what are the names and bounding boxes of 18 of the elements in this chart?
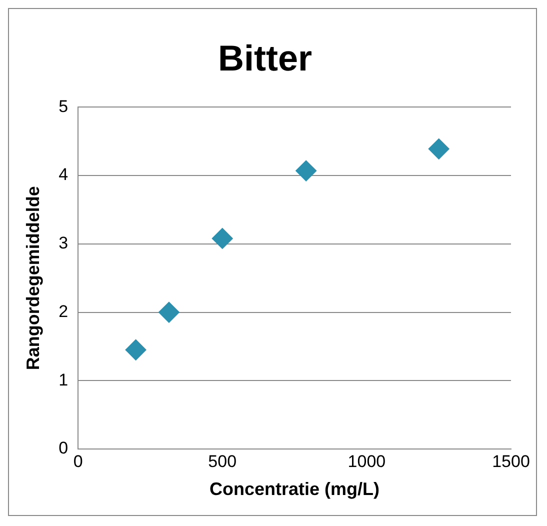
x-tick-label: 0 — [73, 452, 83, 471]
point — [428, 138, 450, 160]
y-tick-label: 1 — [58, 370, 68, 390]
y-tick-label: 0 — [58, 438, 68, 458]
point — [296, 160, 317, 182]
x-tick-label: 1000 — [348, 452, 386, 471]
x-tick-label: 500 — [208, 452, 237, 471]
point — [158, 302, 180, 323]
point — [125, 339, 146, 360]
y-tick-label: 2 — [58, 302, 68, 321]
y-tick-label: 4 — [58, 165, 68, 184]
x-axis-title: Concentratie (mg/L) — [210, 479, 380, 500]
x-tick-label: 1500 — [492, 452, 530, 471]
y-tick-label: 3 — [58, 234, 68, 253]
chart-title: Bitter — [218, 38, 312, 79]
y-axis-title: Rangordegemiddelde — [22, 186, 43, 370]
y-tick-label: 5 — [58, 96, 68, 116]
point — [212, 228, 233, 249]
